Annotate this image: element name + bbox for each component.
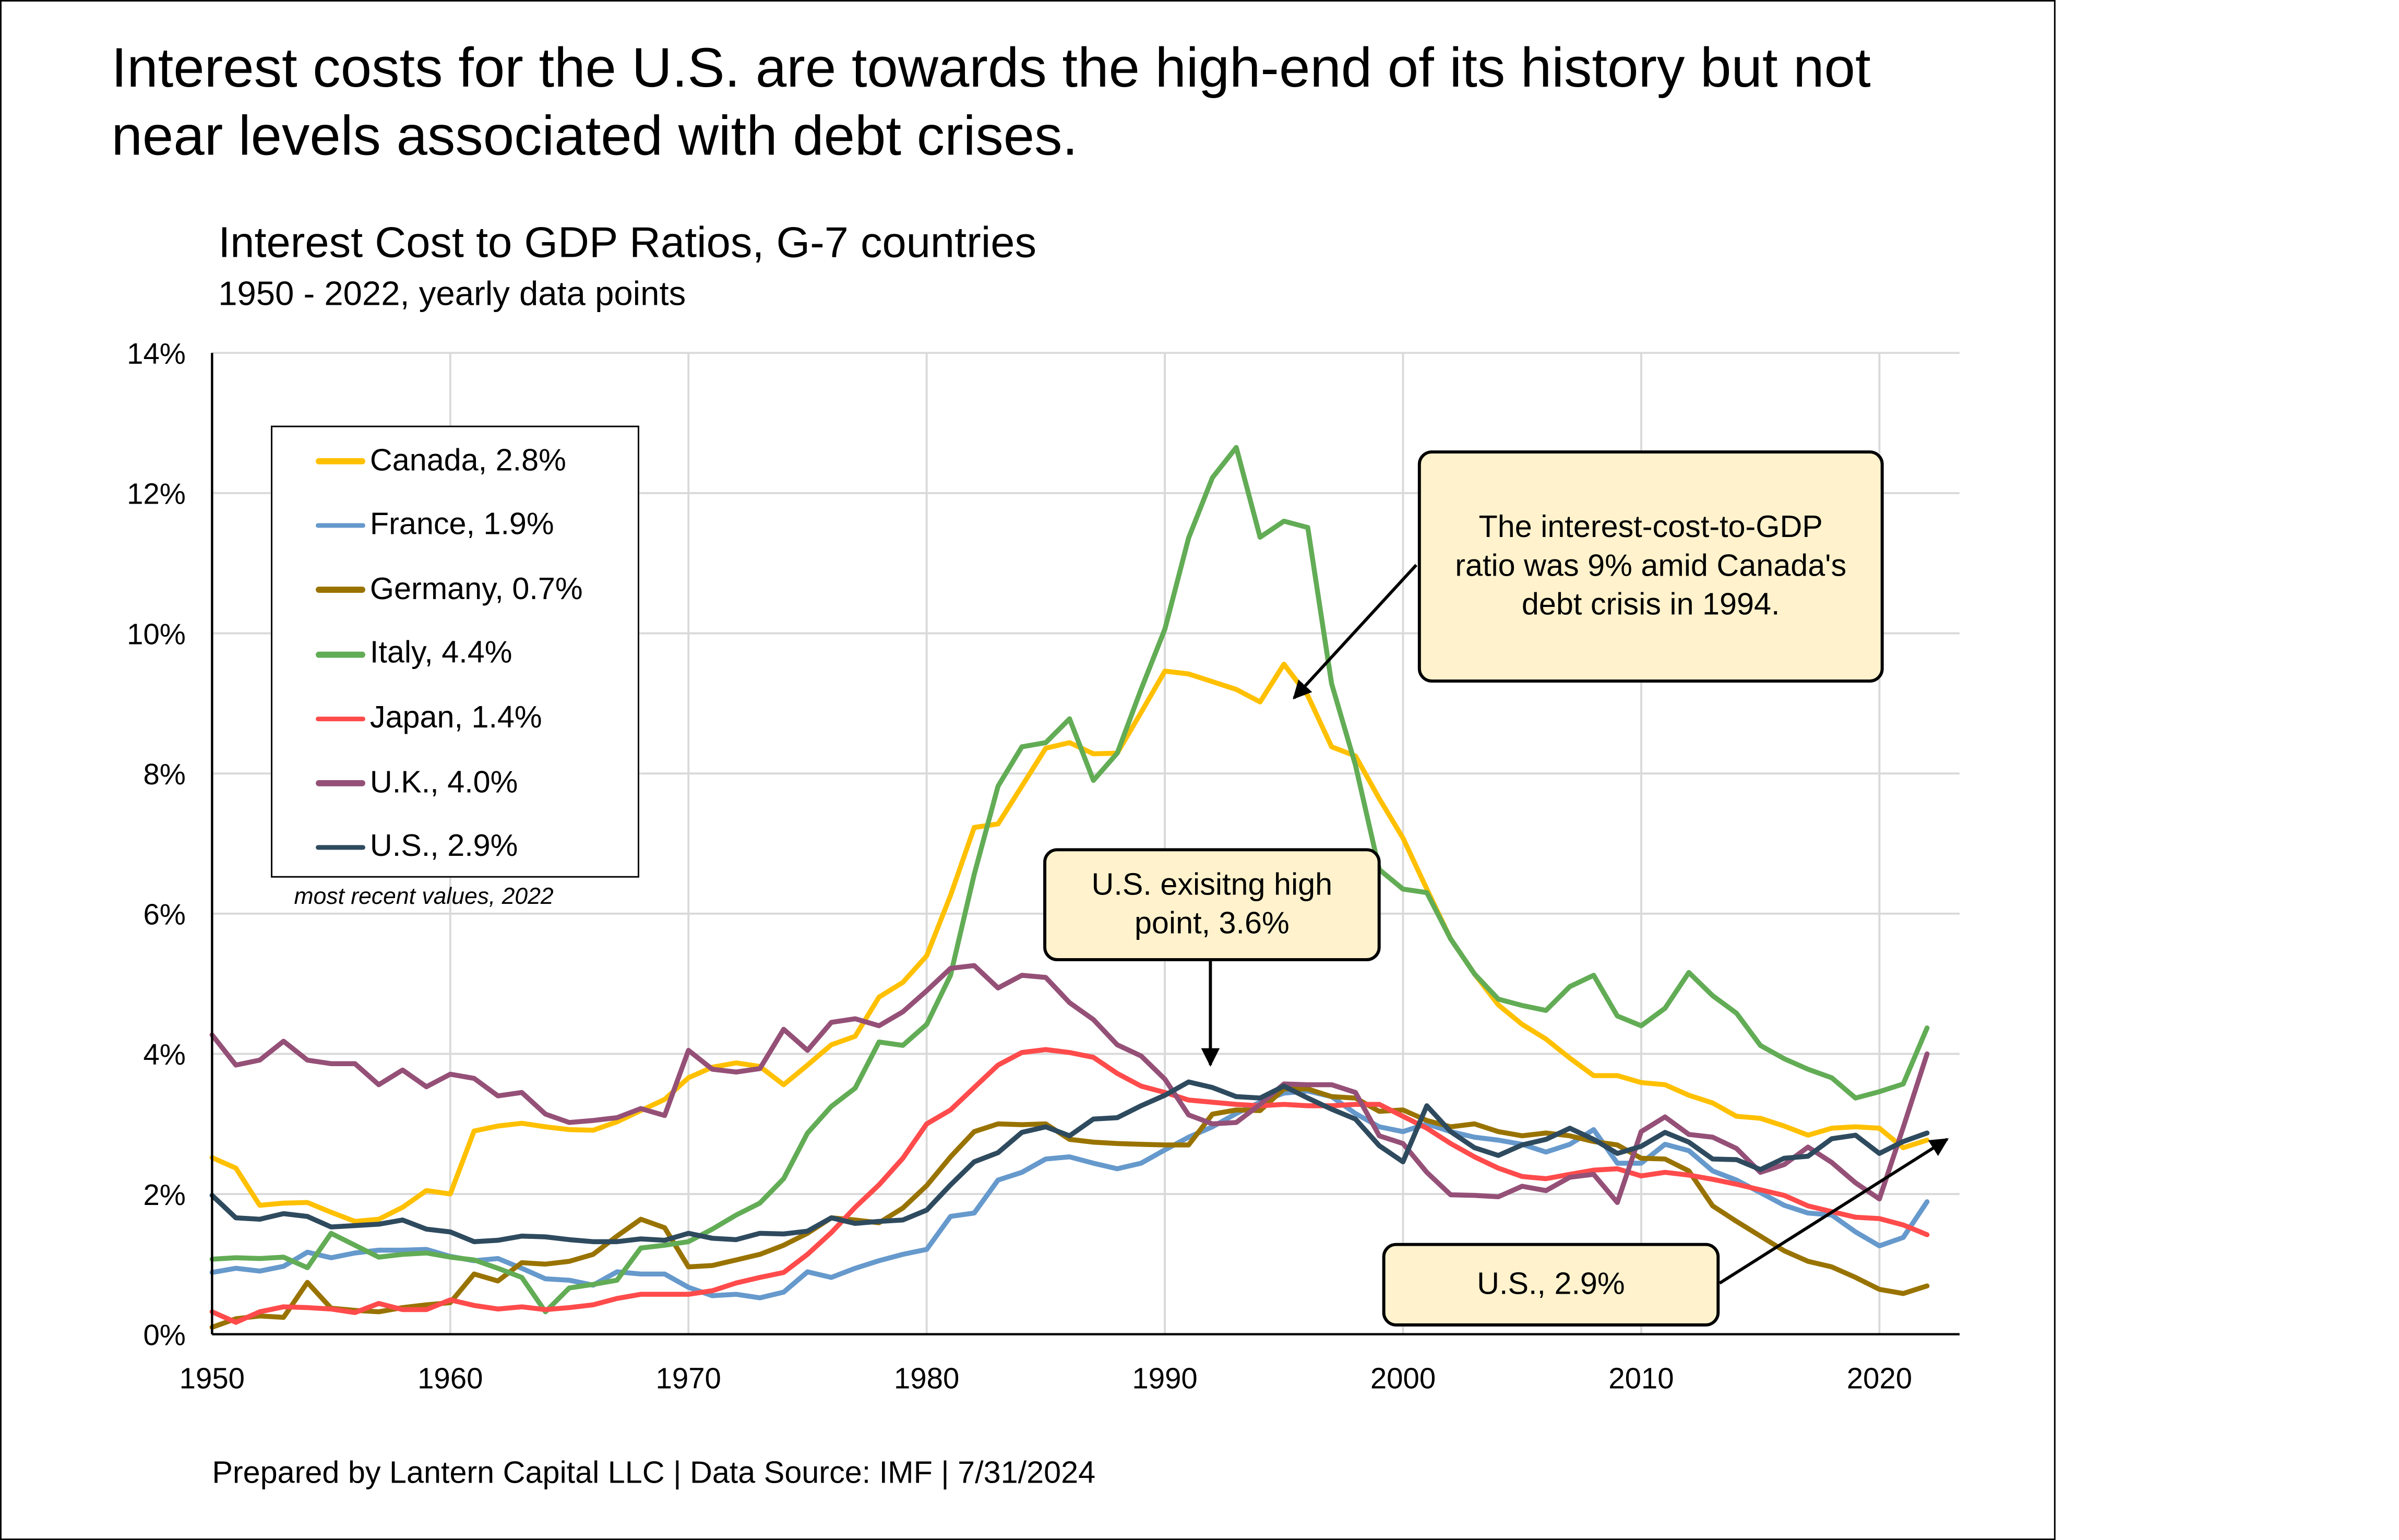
callout-arrows (1201, 564, 1949, 1285)
x-tick-label: 1950 (180, 1362, 245, 1395)
legend-label: U.S., 2.9% (369, 830, 518, 864)
legend-item: Canada, 2.8% (316, 443, 566, 480)
y-tick-label: 0% (143, 1318, 185, 1351)
legend-item: Germany, 0.7% (316, 571, 583, 608)
x-tick-label: 1970 (656, 1362, 721, 1395)
legend-label: Canada, 2.8% (369, 443, 566, 478)
series-line-japan (209, 1047, 1930, 1325)
legend-swatch (316, 523, 365, 529)
y-tick-label: 6% (143, 898, 185, 931)
legend-item: Japan, 1.4% (316, 700, 542, 737)
y-tick-label: 12% (127, 477, 186, 510)
y-tick-label: 14% (127, 337, 186, 370)
series-line-germany (209, 1086, 1930, 1330)
callout-us-latest-text: U.S., 2.9% (1477, 1267, 1625, 1301)
legend-label: Germany, 0.7% (369, 572, 583, 606)
legend-swatch (316, 844, 365, 851)
legend-note: most recent values, 2022 (294, 884, 554, 911)
y-tick-label: 4% (143, 1038, 185, 1071)
series-line-italy (209, 445, 1930, 1315)
x-tick-label: 2000 (1370, 1362, 1436, 1395)
x-tick-label: 2020 (1847, 1362, 1912, 1395)
callout-canada-text: The interest-cost-to-GDP ratio was 9% am… (1455, 510, 1847, 622)
callout-canada: The interest-cost-to-GDP ratio was 9% am… (1417, 450, 1884, 683)
y-tick-label: 10% (127, 617, 186, 650)
headline: Interest costs for the U.S. are towards … (111, 35, 1871, 168)
y-axis-ticks: 0% 2% 4% 6% 8% 10% 12% 14% (127, 337, 186, 1351)
series-line-us (209, 1079, 1930, 1245)
arrow-us-latest (1718, 1138, 1949, 1285)
x-tick-label: 1980 (894, 1362, 959, 1395)
legend-swatch (316, 651, 365, 658)
x-tick-label: 2010 (1608, 1362, 1674, 1395)
legend-item: U.K., 4.0% (316, 765, 518, 802)
legend-label: U.K., 4.0% (369, 765, 518, 799)
legend-swatch (316, 716, 365, 722)
y-tick-label: 8% (143, 758, 185, 791)
axes (211, 353, 1960, 1335)
callout-us-latest: U.S., 2.9% (1382, 1243, 1720, 1327)
legend: Canada, 2.8% France, 1.9% Germany, 0.7% Ita… (271, 425, 639, 878)
x-axis-ticks: 1950 1960 1970 1980 1990 2000 2010 2020 (180, 1362, 1912, 1395)
callout-us-high: U.S. exisitng high point, 3.6% (1043, 848, 1381, 961)
y-tick-label: 2% (143, 1178, 185, 1211)
callout-us-high-text: U.S. exisitng high point, 3.6% (1091, 867, 1333, 940)
legend-swatch (316, 587, 365, 593)
legend-swatch (316, 780, 365, 786)
series-line-france (209, 1088, 1930, 1300)
legend-item: France, 1.9% (316, 507, 554, 544)
legend-label: France, 1.9% (369, 508, 554, 542)
footer-source: Prepared by Lantern Capital LLC | Data S… (212, 1457, 1096, 1491)
legend-label: Italy, 4.4% (369, 636, 512, 671)
legend-item: Italy, 4.4% (316, 636, 512, 673)
chart-title: Interest Cost to GDP Ratios, G-7 countri… (218, 218, 1037, 267)
series-line-uk (209, 963, 1930, 1205)
legend-label: Japan, 1.4% (369, 701, 542, 735)
series-lines (209, 445, 1930, 1330)
x-tick-label: 1990 (1132, 1362, 1197, 1395)
series-line-canada (209, 661, 1930, 1224)
legend-item: U.S., 2.9% (316, 829, 518, 866)
x-tick-label: 1960 (417, 1362, 483, 1395)
legend-swatch (316, 458, 365, 464)
arrow-canada (1293, 564, 1418, 700)
chart-subtitle: 1950 - 2022, yearly data points (218, 273, 686, 313)
